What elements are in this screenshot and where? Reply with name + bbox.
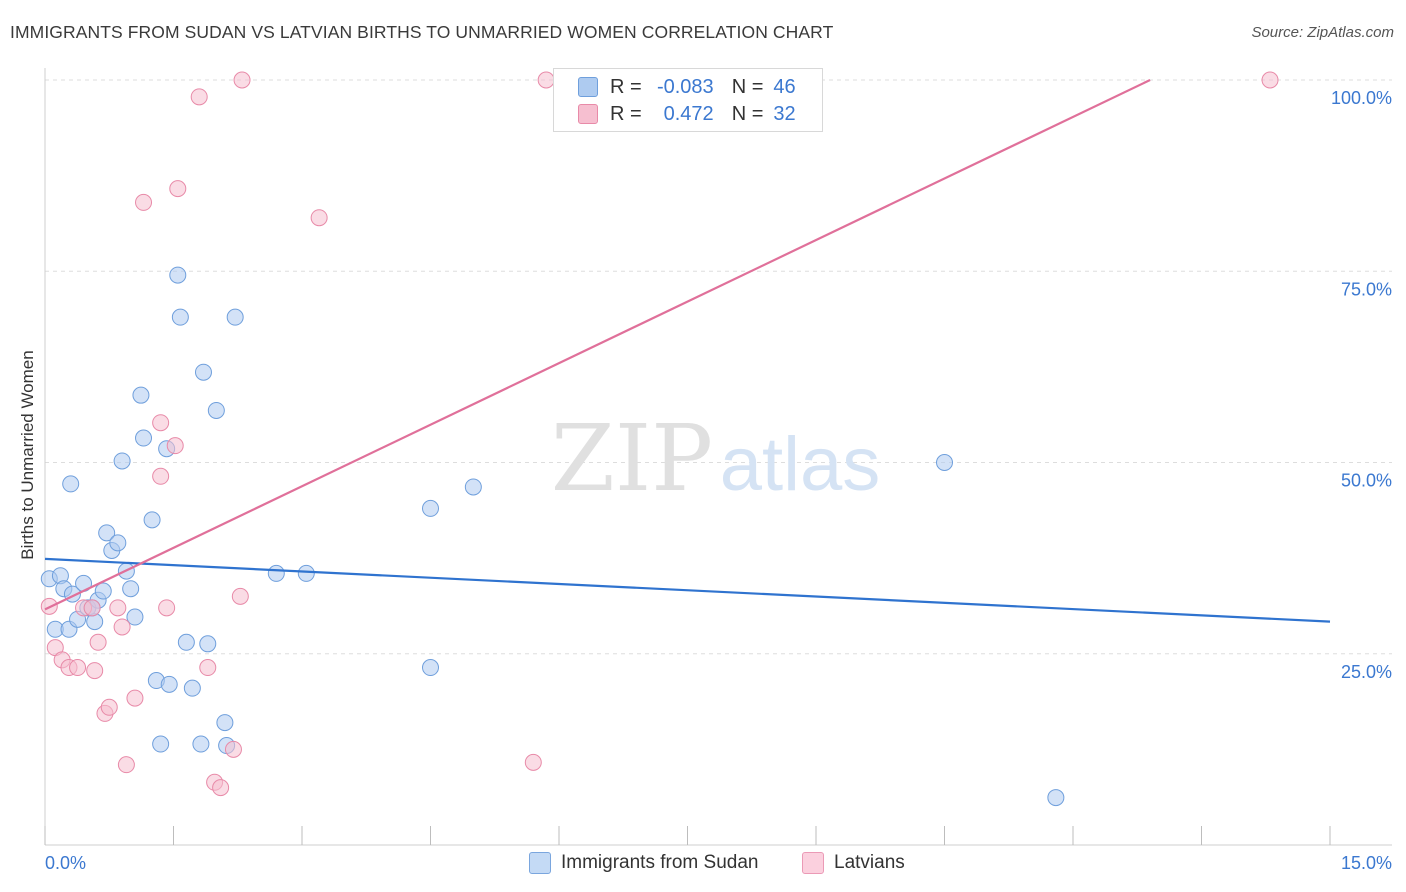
data-point — [199, 659, 217, 677]
data-point — [464, 478, 482, 496]
data-point — [62, 475, 80, 493]
data-point — [132, 386, 150, 404]
data-point — [94, 582, 112, 600]
data-point — [117, 756, 135, 774]
data-point — [207, 401, 225, 419]
data-point — [183, 679, 201, 697]
data-point — [152, 414, 170, 432]
data-point — [936, 454, 953, 471]
data-point — [169, 266, 187, 284]
tick-labels: 25.0% 50.0% 75.0% 100.0% 0.0% 15.0% — [45, 88, 1392, 873]
data-point — [126, 689, 144, 707]
legend-r-value: -0.083 — [656, 75, 714, 98]
legend-n-label: N = — [731, 102, 764, 125]
series-sudan-points — [40, 266, 1065, 807]
data-point — [100, 698, 118, 716]
trend-line-latvians — [44, 79, 1151, 611]
data-point — [86, 662, 104, 680]
watermark-zip: ZIP — [551, 405, 713, 512]
legend-swatch-pink — [802, 852, 824, 874]
data-point — [109, 599, 127, 617]
data-point — [212, 779, 230, 797]
data-point — [177, 633, 195, 651]
data-point — [422, 499, 439, 517]
data-point — [89, 633, 107, 651]
data-point — [98, 524, 116, 542]
data-point — [192, 735, 210, 753]
legend-row-sudan: R = -0.083 N = 46 — [578, 75, 796, 99]
trend-line-sudan — [44, 557, 1331, 623]
legend-r-label: R = — [610, 102, 642, 125]
data-point — [86, 613, 104, 631]
data-point — [83, 599, 101, 617]
legend-r-label: R = — [610, 75, 642, 98]
x-tick-label: 0.0% — [45, 853, 86, 873]
data-point — [1047, 789, 1065, 807]
data-point — [171, 308, 189, 326]
data-point — [267, 564, 285, 582]
legend-item-sudan[interactable]: Immigrants from Sudan — [529, 852, 758, 874]
trend-lines — [44, 79, 1331, 623]
data-point — [113, 452, 131, 470]
y-tick-label: 75.0% — [1341, 279, 1392, 299]
legend-n-value: 46 — [773, 75, 796, 98]
y-tick-label: 25.0% — [1341, 662, 1392, 682]
series-legend: Immigrants from Sudan Latvians — [0, 852, 1406, 878]
data-point — [224, 740, 242, 758]
legend-r-value: 0.472 — [663, 102, 714, 125]
legend-item-latvians[interactable]: Latvians — [802, 852, 905, 874]
chart-title: IMMIGRANTS FROM SUDAN VS LATVIAN BIRTHS … — [10, 22, 834, 42]
data-point — [190, 88, 208, 106]
data-point — [297, 564, 315, 582]
y-tick-label: 100.0% — [1331, 88, 1392, 108]
data-point — [231, 587, 249, 605]
x-tick-label: 15.0% — [1341, 853, 1392, 873]
data-point — [524, 753, 542, 771]
y-tick-label: 50.0% — [1341, 471, 1392, 491]
data-point — [537, 71, 555, 89]
legend-swatch-blue — [578, 77, 598, 97]
data-point — [199, 635, 217, 653]
data-point — [226, 308, 244, 326]
data-point — [152, 467, 170, 485]
source-credit: Source: ZipAtlas.com — [1251, 24, 1394, 41]
data-point — [160, 675, 178, 693]
correlation-legend: R = -0.083 N = 46 R = 0.472 N = 32 — [553, 68, 823, 132]
data-point — [109, 534, 127, 552]
data-point — [113, 618, 131, 636]
data-point — [126, 608, 144, 626]
data-point — [158, 599, 176, 617]
data-point — [169, 180, 187, 198]
data-point — [135, 429, 153, 447]
legend-n-label: N = — [731, 75, 764, 98]
legend-item-label: Immigrants from Sudan — [561, 852, 759, 873]
legend-row-latvians: R = 0.472 N = 32 — [578, 102, 796, 126]
data-point — [1261, 71, 1279, 89]
data-point — [310, 209, 328, 227]
data-point — [233, 71, 251, 89]
data-point — [135, 193, 153, 211]
grid-lines — [45, 79, 1392, 655]
data-point — [194, 363, 212, 381]
data-point — [69, 659, 87, 677]
legend-swatch-pink — [578, 104, 598, 124]
data-point — [166, 437, 184, 455]
data-point — [216, 714, 234, 732]
legend-n-value: 32 — [773, 102, 796, 125]
legend-swatch-blue — [529, 852, 551, 874]
watermark-atlas: atlas — [720, 422, 881, 507]
y-axis-label: Births to Unmarried Women — [18, 350, 37, 560]
data-point — [152, 735, 170, 753]
data-point — [122, 580, 140, 598]
data-point — [422, 659, 439, 677]
watermark: ZIP atlas — [551, 405, 880, 512]
data-point — [143, 511, 161, 529]
axes — [44, 68, 1392, 846]
legend-item-label: Latvians — [834, 852, 905, 873]
